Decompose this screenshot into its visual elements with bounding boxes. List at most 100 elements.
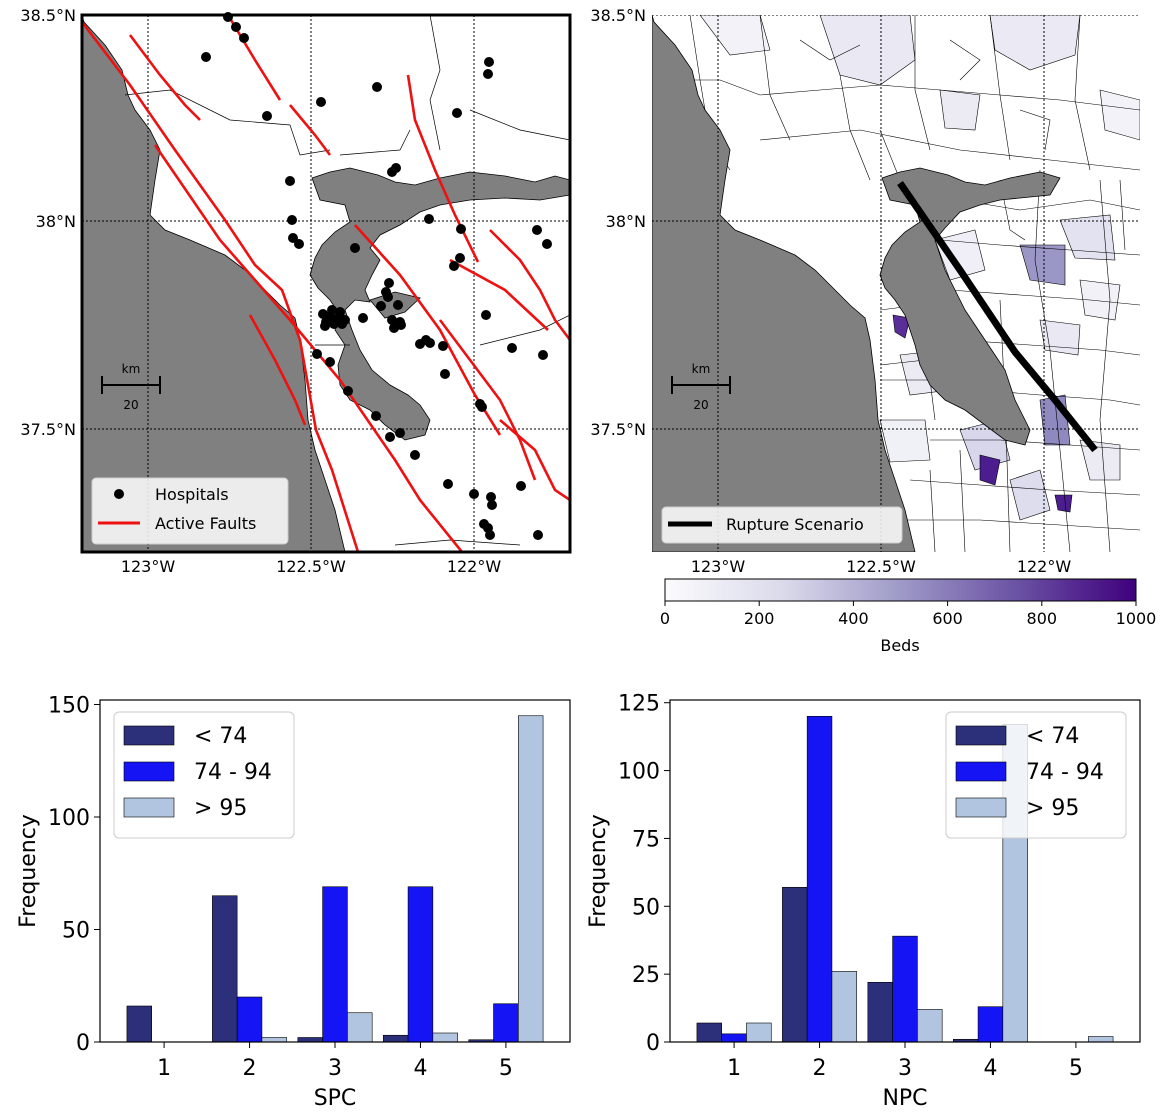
colorbar-tick-label: 200 (744, 609, 775, 628)
hospital-point (201, 52, 211, 62)
hospital-point (486, 492, 496, 502)
scale-bar: km 20 (101, 362, 161, 412)
hospital-point (410, 450, 420, 460)
hospital-marker-icon (114, 489, 124, 499)
bar-lt74-3 (867, 981, 893, 1043)
lat-label-38-5: 38.5°N (20, 6, 76, 25)
hospital-point (312, 349, 322, 359)
y-tick-label: 75 (632, 827, 660, 852)
bar-74-94-4 (407, 886, 434, 1043)
legend-label: 74 - 94 (194, 760, 272, 785)
hospital-point (424, 214, 434, 224)
plot-frame (99, 699, 571, 1043)
scale-value: 20 (693, 398, 708, 412)
legend-hospitals: Hospitals (155, 485, 229, 504)
bar-74-94-3 (892, 935, 918, 1043)
colorbar-tick-label: 600 (932, 609, 963, 628)
bar-74-94-4 (977, 1006, 1004, 1043)
bar-lt74-3 (297, 1037, 323, 1043)
plot-frame (669, 699, 1141, 1043)
hospital-point (358, 313, 368, 323)
map-gridlines (652, 15, 1140, 552)
colorbar-tick-label: 800 (1027, 609, 1058, 628)
hospital-point (343, 386, 353, 396)
chart-legend: < 74 74 - 94 > 95 (113, 711, 295, 839)
x-axis-label: SPC (314, 1086, 357, 1111)
hospital-point (384, 278, 394, 288)
legend-label: < 74 (194, 724, 247, 749)
hospital-point (262, 111, 272, 121)
legend-rupture: Rupture Scenario (726, 515, 864, 534)
hospital-point (350, 243, 360, 253)
bar-gt95-2 (261, 1037, 288, 1043)
hospital-point (395, 428, 405, 438)
hospital-point (396, 320, 406, 330)
census-tracts (699, 15, 1140, 521)
hospital-point (532, 225, 542, 235)
hospital-point (481, 310, 491, 320)
hospital-point (477, 402, 487, 412)
hospital-point (484, 57, 494, 67)
y-tick-label: 50 (632, 895, 660, 920)
lat-label-38-5: 38.5°N (590, 6, 646, 25)
y-tick-label: 25 (632, 963, 660, 988)
legend-swatch (955, 761, 1007, 782)
bar-74-94-2 (236, 996, 263, 1043)
hospital-point (415, 339, 425, 349)
legend-label: < 74 (1026, 724, 1079, 749)
map-gridlines (82, 15, 570, 552)
hospital-point (325, 357, 335, 367)
colorbar-tick-label: 0 (660, 609, 670, 628)
hospital-point (387, 315, 397, 325)
hospital-point (449, 261, 459, 271)
rupture-scenario-line (897, 181, 1098, 453)
legend-swatch (955, 725, 1007, 746)
hospital-point (452, 108, 462, 118)
bar-74-94-2 (806, 715, 833, 1043)
x-tick-label: 5 (499, 1056, 513, 1081)
bar-gt95-4 (432, 1032, 458, 1043)
hospital-points (201, 12, 552, 540)
hospital-point (337, 319, 347, 329)
bar-lt74-2 (212, 895, 238, 1043)
y-tick-label: 0 (76, 1031, 90, 1056)
hospital-point (376, 301, 386, 311)
hospital-point (485, 530, 495, 540)
hospital-point (316, 97, 326, 107)
y-tick-label: 150 (48, 694, 90, 719)
bar-gt95-5 (517, 715, 544, 1043)
hospital-point (456, 224, 466, 234)
bay (879, 167, 1061, 446)
hospital-point (294, 239, 304, 249)
bar-lt74-2 (782, 886, 808, 1043)
bar-gt95-5 (1088, 1036, 1114, 1043)
ocean (82, 15, 346, 552)
county-borders (124, 15, 570, 546)
hospital-point (469, 489, 479, 499)
bar-74-94-5 (493, 1003, 519, 1043)
x-axis-label: NPC (882, 1086, 927, 1111)
lat-label-37-5: 37.5°N (590, 420, 646, 439)
map-frame (80, 13, 572, 554)
x-tick-label: 1 (727, 1056, 741, 1081)
x-tick-label: 1 (157, 1056, 171, 1081)
x-tick-label: 4 (983, 1056, 997, 1081)
lat-label-38: 38°N (36, 212, 76, 231)
hospital-point (455, 253, 465, 263)
colorbar-gradient (664, 578, 1137, 602)
hospital-point (538, 350, 548, 360)
map-legend: Rupture Scenario (661, 506, 903, 544)
hospital-point (371, 411, 381, 421)
hospital-map: 38.5°N 38°N 37.5°N 123°W 122.5°W 122°W k… (20, 6, 572, 576)
colorbar-ticks: 0 200 400 600 800 1000 (660, 601, 1156, 628)
hospital-point (329, 319, 339, 329)
hospital-point (438, 341, 448, 351)
bar-lt74-1 (126, 1005, 153, 1043)
hospital-point (440, 369, 450, 379)
hospital-point (385, 432, 395, 442)
scale-bar: km 20 (671, 362, 731, 412)
x-tick-label: 2 (813, 1056, 827, 1081)
y-tick-label: 100 (618, 760, 660, 785)
